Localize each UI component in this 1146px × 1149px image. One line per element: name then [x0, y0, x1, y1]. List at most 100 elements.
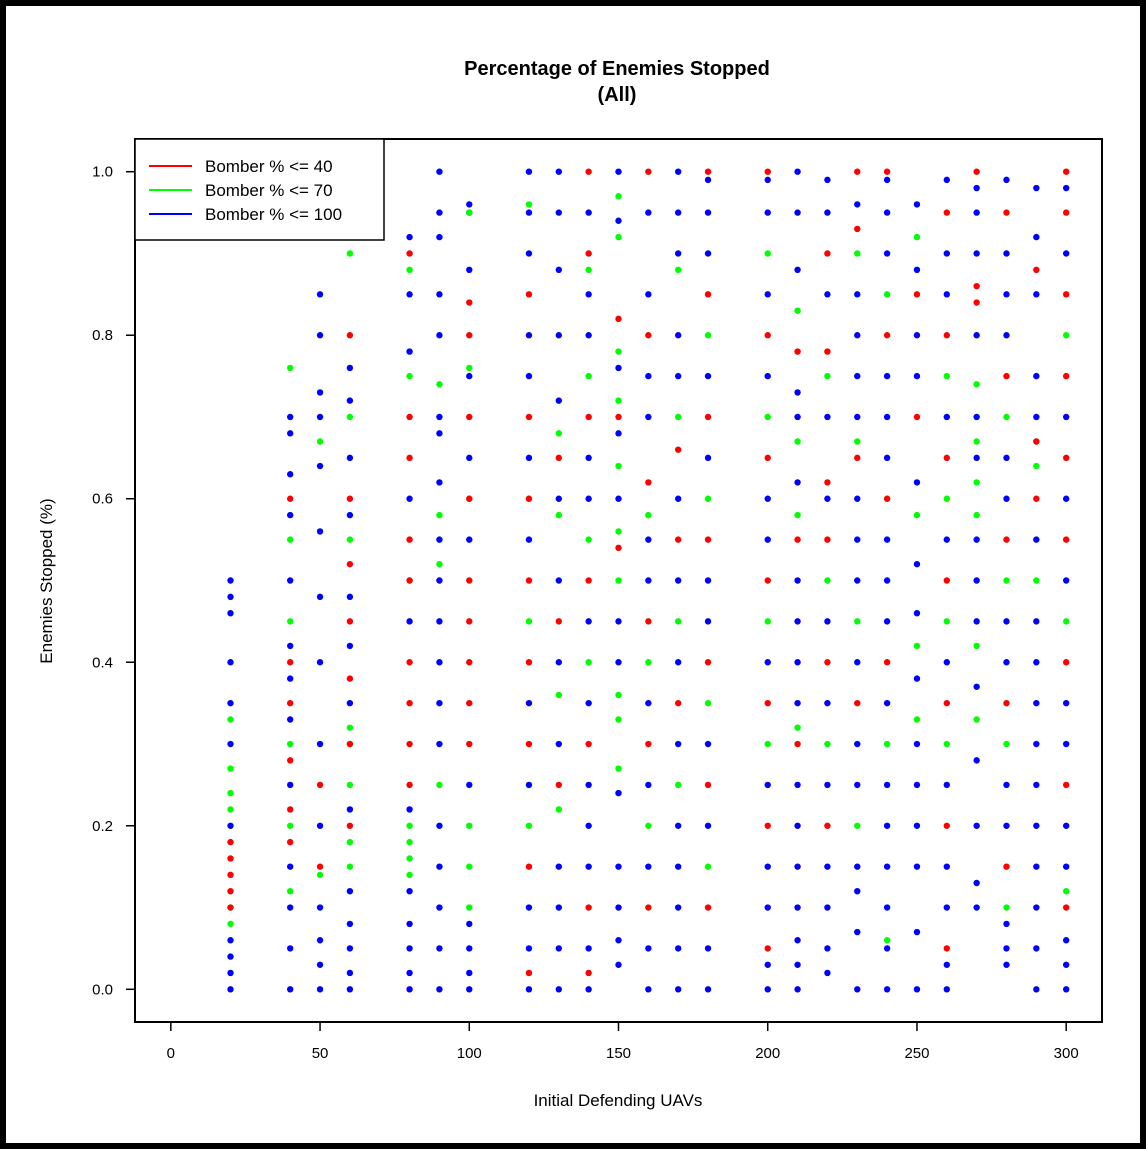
data-point — [585, 740, 592, 748]
data-point — [764, 209, 771, 216]
data-point — [704, 495, 712, 502]
data-point — [913, 822, 921, 829]
data-point — [854, 928, 861, 936]
data-point — [466, 945, 473, 952]
data-point — [406, 495, 413, 502]
data-point — [227, 789, 234, 797]
data-point — [913, 863, 921, 870]
data-point — [1033, 863, 1040, 870]
data-point — [913, 201, 921, 208]
data-point — [943, 577, 950, 584]
data-point — [1062, 822, 1070, 829]
data-point — [615, 544, 622, 551]
y-axis: 0.0 0.2 0.4 0.6 0.8 1.0 — [92, 164, 135, 998]
data-point — [406, 618, 413, 625]
data-point — [615, 904, 622, 911]
x-axis-title: Initial Defending UAVs — [534, 1091, 703, 1110]
data-point — [316, 332, 324, 339]
data-point — [824, 413, 831, 421]
data-point — [346, 699, 354, 707]
data-point — [227, 887, 234, 895]
data-point — [585, 413, 592, 421]
data-point — [854, 536, 861, 543]
data-point — [585, 618, 592, 625]
data-point — [704, 863, 712, 870]
data-point — [1062, 937, 1070, 944]
data-point — [227, 871, 234, 879]
data-point — [466, 740, 473, 748]
data-point — [764, 822, 771, 829]
data-point — [1003, 577, 1010, 584]
data-point — [883, 413, 891, 421]
data-point — [794, 209, 801, 216]
data-point — [645, 209, 652, 216]
data-point — [436, 168, 443, 175]
data-point — [674, 945, 682, 952]
data-point — [346, 887, 354, 895]
data-point — [943, 332, 950, 339]
data-point — [913, 511, 921, 519]
data-point — [913, 928, 921, 936]
data-point — [346, 945, 354, 952]
data-point — [704, 904, 712, 911]
data-point — [585, 659, 592, 666]
data-point — [824, 740, 831, 748]
data-point — [943, 781, 950, 789]
chart-subtitle: (All) — [598, 84, 637, 106]
data-point — [555, 168, 563, 175]
data-point — [764, 961, 771, 968]
data-point — [854, 372, 861, 380]
data-point — [764, 740, 771, 748]
data-point — [883, 863, 891, 870]
data-point — [466, 659, 473, 666]
data-point — [674, 863, 682, 870]
data-point — [704, 250, 712, 257]
data-point — [316, 291, 324, 298]
data-point — [346, 986, 354, 993]
data-point — [287, 740, 294, 748]
data-point — [854, 822, 861, 829]
data-point — [854, 413, 861, 421]
data-point — [436, 618, 443, 625]
data-point — [824, 250, 831, 257]
data-point — [287, 757, 294, 764]
data-point — [883, 209, 891, 216]
data-point — [585, 291, 592, 298]
data-point — [704, 618, 712, 625]
data-point — [406, 838, 413, 846]
y-tick-label: 0.4 — [92, 654, 113, 671]
data-point — [555, 454, 563, 462]
data-point — [674, 372, 682, 380]
data-point — [466, 863, 473, 870]
data-point — [406, 291, 413, 298]
data-point — [794, 307, 801, 314]
data-point — [287, 806, 294, 813]
legend-label-1: Bomber % <= 40 — [205, 157, 333, 176]
data-point — [854, 887, 861, 895]
data-point — [704, 699, 712, 707]
data-point — [585, 969, 592, 977]
data-point — [346, 560, 354, 568]
data-point — [287, 642, 294, 650]
data-point — [973, 618, 980, 625]
data-point — [764, 781, 771, 789]
data-point — [1003, 495, 1010, 502]
data-point — [1033, 184, 1040, 192]
data-point — [913, 675, 921, 682]
data-point — [555, 209, 563, 216]
data-point — [824, 659, 831, 666]
data-point — [436, 986, 443, 993]
series-2 — [227, 193, 1070, 944]
data-point — [287, 618, 294, 625]
data-point — [824, 781, 831, 789]
data-point — [525, 986, 533, 993]
y-tick-label: 0.2 — [92, 818, 113, 835]
data-point — [466, 266, 473, 274]
data-point — [406, 920, 413, 928]
data-point — [346, 593, 354, 601]
data-point — [287, 577, 294, 584]
data-point — [943, 699, 950, 707]
data-point — [555, 904, 563, 911]
data-point — [645, 511, 652, 519]
data-point — [883, 291, 891, 298]
